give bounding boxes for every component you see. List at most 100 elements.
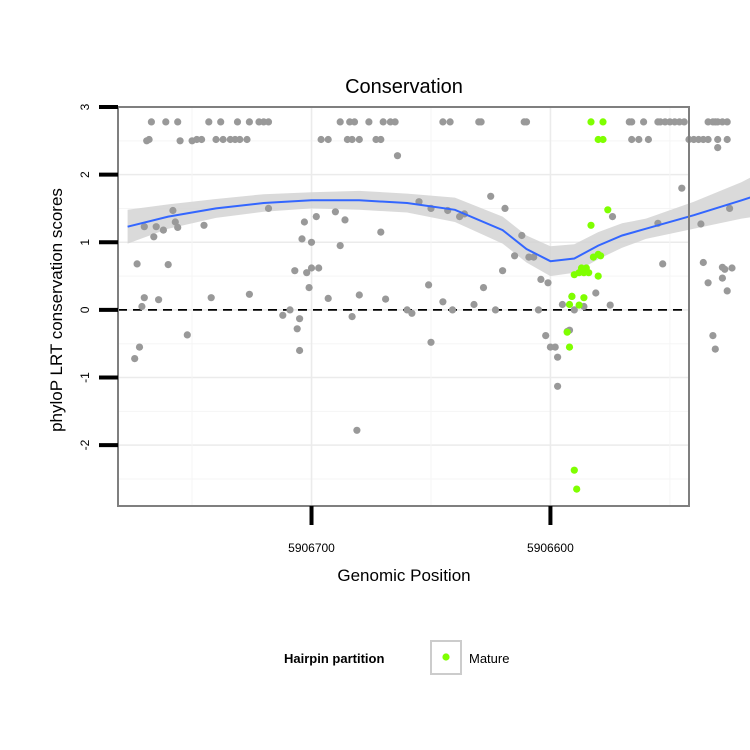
smooth-confidence-band bbox=[127, 177, 750, 277]
data-point bbox=[393, 152, 402, 160]
data-point bbox=[324, 135, 332, 144]
data-point bbox=[439, 298, 447, 306]
y-tick-label: -1 bbox=[78, 372, 92, 383]
data-point bbox=[296, 315, 304, 323]
legend-title: Hairpin partition bbox=[284, 651, 384, 666]
data-point bbox=[140, 223, 148, 231]
data-point bbox=[183, 331, 191, 339]
data-point bbox=[174, 223, 182, 231]
data-points bbox=[131, 118, 736, 493]
data-point-mature bbox=[570, 466, 578, 474]
x-tick-label: 5906700 bbox=[288, 541, 335, 555]
data-point bbox=[324, 294, 332, 302]
data-point bbox=[403, 306, 411, 314]
data-point bbox=[355, 291, 363, 299]
data-point bbox=[169, 206, 177, 215]
data-point bbox=[174, 118, 182, 126]
data-point bbox=[592, 289, 600, 297]
y-axis-label: phyloP LRT conservation scores bbox=[47, 188, 66, 432]
data-point bbox=[608, 213, 617, 221]
y-tick-label: 2 bbox=[78, 171, 92, 178]
data-point bbox=[718, 274, 727, 282]
data-point-mature bbox=[573, 485, 581, 493]
data-point bbox=[606, 301, 614, 309]
data-point bbox=[233, 118, 242, 126]
data-point bbox=[317, 135, 325, 144]
data-point-mature bbox=[585, 269, 593, 277]
data-point bbox=[680, 118, 688, 126]
data-point-mature bbox=[594, 272, 602, 280]
data-point bbox=[279, 311, 287, 319]
data-point bbox=[558, 300, 567, 309]
data-point bbox=[145, 135, 153, 144]
data-point bbox=[644, 135, 653, 144]
data-point bbox=[245, 118, 253, 126]
data-point-mature bbox=[565, 300, 574, 309]
data-point-mature bbox=[570, 271, 578, 279]
data-point bbox=[709, 332, 717, 340]
data-point-mature bbox=[563, 328, 571, 336]
data-point bbox=[291, 267, 299, 275]
data-point-mature bbox=[587, 118, 595, 126]
data-point bbox=[205, 118, 213, 126]
data-point bbox=[162, 118, 170, 126]
chart-title: Conservation bbox=[345, 76, 463, 98]
data-point bbox=[714, 144, 722, 152]
data-point bbox=[286, 306, 294, 314]
data-point bbox=[164, 261, 172, 269]
data-point bbox=[723, 287, 731, 295]
data-point bbox=[336, 118, 344, 126]
data-point-mature bbox=[575, 301, 583, 309]
data-point bbox=[723, 118, 731, 126]
data-point bbox=[448, 306, 457, 314]
data-point bbox=[135, 343, 144, 351]
x-axis-label: Genomic Position bbox=[337, 566, 470, 585]
data-point bbox=[487, 192, 495, 200]
data-point bbox=[293, 325, 301, 333]
data-point bbox=[470, 300, 478, 309]
data-point bbox=[331, 208, 339, 216]
data-point bbox=[365, 118, 373, 126]
data-point bbox=[510, 252, 519, 260]
data-point bbox=[219, 135, 227, 144]
data-point bbox=[446, 118, 454, 126]
data-point-mature bbox=[604, 206, 612, 214]
data-point bbox=[138, 302, 146, 311]
x-tick-label: 5906600 bbox=[527, 541, 574, 555]
data-point bbox=[217, 118, 225, 126]
data-point-mature bbox=[565, 343, 574, 351]
data-point bbox=[152, 223, 160, 231]
data-point bbox=[131, 355, 139, 363]
data-point bbox=[678, 184, 686, 192]
legend-label-mature: Mature bbox=[469, 651, 509, 666]
data-point bbox=[171, 218, 179, 226]
data-point bbox=[522, 118, 531, 126]
data-point bbox=[699, 258, 707, 267]
grid-lines bbox=[118, 106, 689, 506]
data-point-mature bbox=[599, 135, 607, 144]
data-point bbox=[479, 284, 488, 292]
data-point bbox=[711, 345, 719, 353]
data-point bbox=[159, 226, 167, 234]
data-point bbox=[355, 135, 363, 144]
x-axis-ticks: 5906700 5906600 bbox=[288, 506, 574, 555]
data-point bbox=[307, 238, 316, 246]
data-point bbox=[518, 231, 526, 240]
y-tick-label: 0 bbox=[78, 306, 92, 313]
data-point bbox=[704, 135, 712, 144]
data-point bbox=[640, 118, 648, 126]
data-point bbox=[501, 204, 509, 212]
data-point bbox=[659, 260, 667, 268]
data-point-mature bbox=[587, 221, 595, 229]
data-point bbox=[236, 135, 244, 144]
data-point bbox=[188, 137, 196, 145]
data-point bbox=[140, 294, 148, 302]
data-point bbox=[150, 233, 158, 241]
smooth-trend-line bbox=[127, 196, 750, 263]
legend: Hairpin partition Mature bbox=[284, 640, 509, 675]
data-point-mature bbox=[589, 253, 598, 261]
data-point bbox=[341, 216, 349, 224]
plot-panel-border bbox=[117, 106, 690, 507]
data-point bbox=[439, 118, 447, 126]
data-point-mature bbox=[597, 252, 605, 260]
